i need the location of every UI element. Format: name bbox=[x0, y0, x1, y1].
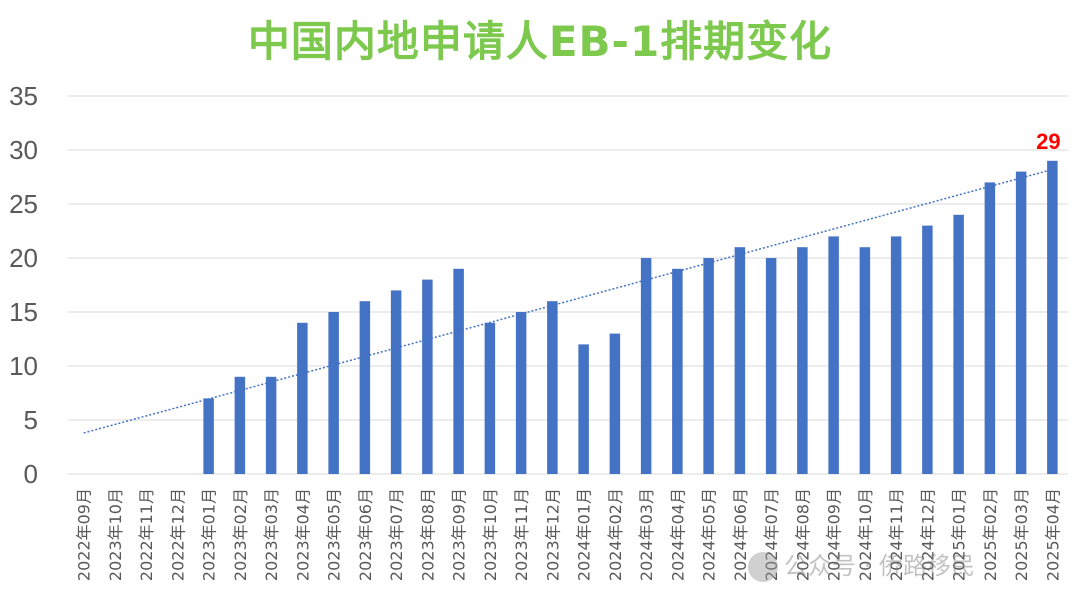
x-tick-label: 2023年10月 bbox=[481, 488, 500, 581]
x-tick-label: 2023年02月 bbox=[231, 488, 250, 581]
bar bbox=[453, 268, 464, 474]
bar bbox=[609, 333, 621, 474]
y-tick-label: 30 bbox=[9, 135, 38, 165]
bar bbox=[890, 236, 902, 474]
data-label: 29 bbox=[1036, 129, 1060, 154]
bar bbox=[859, 247, 871, 474]
watermark-text: 公众号 · 侨路移民 bbox=[784, 552, 975, 580]
y-tick-label: 35 bbox=[9, 81, 38, 111]
x-tick-label: 2024年02月 bbox=[606, 488, 625, 581]
x-tick-label: 2023年03月 bbox=[262, 488, 281, 581]
x-tick-label: 2024年07月 bbox=[762, 488, 781, 581]
x-axis: 2022年09月 2023年10月 2022年11月 2022年12月 2023年01月… bbox=[75, 488, 1063, 581]
bar bbox=[984, 182, 996, 474]
trendline bbox=[83, 168, 1053, 434]
y-axis: 0 5 10 15 20 25 30 35 bbox=[9, 81, 38, 489]
bar bbox=[953, 214, 964, 475]
x-tick-label: 2024年01月 bbox=[575, 488, 594, 581]
y-tick-label: 10 bbox=[9, 351, 38, 381]
bar bbox=[734, 247, 746, 474]
x-tick-label: 2023年08月 bbox=[418, 488, 437, 581]
bar bbox=[1047, 160, 1058, 475]
y-tick-label: 0 bbox=[24, 459, 38, 489]
x-tick-label: 2024年10月 bbox=[856, 488, 875, 581]
x-tick-label: 2024年04月 bbox=[668, 488, 687, 581]
x-tick-label: 2023年06月 bbox=[356, 488, 375, 581]
x-tick-label: 2023年10月 bbox=[106, 488, 125, 581]
x-tick-label: 2024年06月 bbox=[731, 488, 750, 581]
bar bbox=[203, 398, 214, 474]
bar bbox=[484, 322, 496, 474]
x-tick-label: 2022年12月 bbox=[168, 488, 187, 581]
y-tick-label: 5 bbox=[24, 405, 38, 435]
y-tick-label: 15 bbox=[9, 297, 38, 327]
bar bbox=[515, 312, 527, 474]
bar bbox=[265, 376, 277, 474]
y-tick-label: 20 bbox=[9, 243, 38, 273]
bar bbox=[359, 301, 371, 474]
x-tick-label: 2024年08月 bbox=[793, 488, 812, 581]
x-tick-label: 2023年09月 bbox=[450, 488, 469, 581]
bar bbox=[765, 258, 777, 474]
x-tick-label: 2022年11月 bbox=[137, 488, 156, 581]
bar bbox=[703, 258, 714, 474]
x-tick-label: 2025年02月 bbox=[981, 488, 1000, 581]
x-tick-label: 2024年12月 bbox=[918, 488, 937, 581]
bar bbox=[828, 236, 839, 474]
bar bbox=[1015, 171, 1027, 474]
bar bbox=[797, 247, 808, 474]
bars bbox=[203, 160, 1058, 475]
x-tick-label: 2025年04月 bbox=[1043, 488, 1062, 581]
bar bbox=[328, 312, 339, 474]
x-tick-label: 2023年12月 bbox=[543, 488, 562, 581]
bar bbox=[234, 376, 246, 474]
watermark: 公众号 · 侨路移民 bbox=[748, 546, 975, 582]
chart-title: 中国内地申请人EB-1排期变化 bbox=[247, 17, 833, 66]
bar bbox=[640, 258, 652, 474]
x-tick-label: 2023年11月 bbox=[512, 488, 531, 581]
x-tick-label: 2023年04月 bbox=[293, 488, 312, 581]
bar bbox=[390, 290, 402, 474]
trendline-segment bbox=[83, 168, 1053, 434]
bar bbox=[547, 301, 558, 474]
x-tick-label: 2024年03月 bbox=[637, 488, 656, 581]
x-tick-label: 2025年03月 bbox=[1012, 488, 1031, 581]
wechat-icon bbox=[748, 552, 778, 582]
gridlines bbox=[68, 95, 1068, 475]
bar bbox=[672, 268, 683, 474]
data-labels: 29 bbox=[1036, 129, 1060, 154]
x-tick-label: 2024年11月 bbox=[887, 488, 906, 581]
x-tick-label: 2025年01月 bbox=[950, 488, 969, 581]
x-tick-label: 2024年05月 bbox=[700, 488, 719, 581]
x-tick-label: 2022年09月 bbox=[75, 488, 94, 581]
x-tick-label: 2023年07月 bbox=[387, 488, 406, 581]
bar bbox=[922, 225, 933, 474]
x-tick-label: 2024年09月 bbox=[825, 488, 844, 581]
bar bbox=[578, 344, 589, 474]
bar bbox=[297, 322, 308, 474]
bar bbox=[422, 279, 433, 474]
y-tick-label: 25 bbox=[9, 189, 38, 219]
x-tick-label: 2023年05月 bbox=[325, 488, 344, 581]
x-tick-label: 2023年01月 bbox=[200, 488, 219, 581]
